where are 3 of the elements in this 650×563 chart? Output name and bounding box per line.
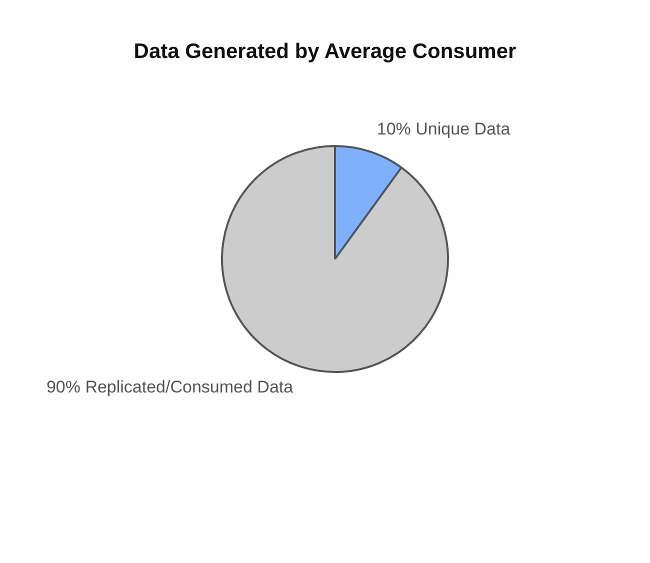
slice-label: 10% Unique Data bbox=[376, 120, 511, 139]
slice-label: 90% Replicated/Consumed Data bbox=[46, 378, 294, 397]
chart-title: Data Generated by Average Consumer bbox=[132, 40, 518, 64]
